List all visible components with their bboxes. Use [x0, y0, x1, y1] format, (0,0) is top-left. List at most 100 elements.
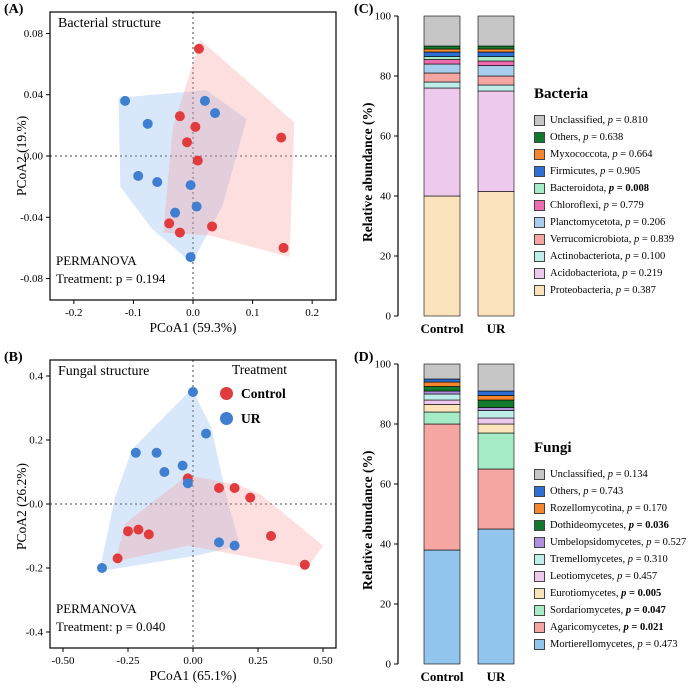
point-control	[266, 531, 276, 541]
legend-swatch-icon	[534, 251, 545, 262]
bar-segment-eurotiomycetes	[423, 404, 461, 413]
legend-label: Dothideomycetes, p = 0.036	[550, 520, 669, 531]
legend-swatch-icon	[534, 503, 545, 514]
y-tick-label: 0.4	[29, 371, 43, 383]
treatment-control-label: Control	[241, 385, 286, 401]
bar-segment-sordariomycetes	[477, 432, 515, 470]
point-control	[174, 111, 185, 122]
legend-swatch-icon	[534, 166, 545, 177]
bar-segment-firmicutes	[477, 51, 515, 57]
y-tick-label: 0	[386, 311, 392, 323]
y-tick-label: 80	[380, 71, 392, 83]
legend-swatch-icon	[534, 217, 545, 228]
point-ur	[130, 447, 141, 458]
bar-segment-bacteroidota	[423, 56, 461, 60]
bar-segment-mortierellomycetes	[477, 528, 515, 665]
point-control	[299, 559, 310, 570]
hull-control	[163, 39, 295, 258]
legend-label: Mortierellomycetes, p = 0.473	[550, 639, 678, 650]
panel-d-plot: 0 20 40 60 80 100 Control UR	[375, 359, 515, 684]
bar-segment-leotiomycetes	[423, 399, 461, 405]
bar-segment-dothideomycetes	[423, 386, 461, 392]
legend-label: Rozellomycotina, p = 0.170	[550, 503, 668, 514]
y-tick-label: -0.04	[20, 212, 43, 224]
legend-item: Leotiomycetes, p = 0.457	[534, 568, 698, 585]
legend-item: Proteobacteria, p = 0.387	[534, 282, 698, 299]
y-tick-label: 60	[380, 131, 392, 143]
bar-segment-verrucomicrobiota	[423, 72, 461, 83]
bar-segment-others	[423, 45, 461, 50]
legend-swatch-icon	[534, 588, 545, 599]
point-control	[143, 529, 154, 540]
legend-label: Chloroflexi, p = 0.779	[550, 200, 644, 211]
treatment-legend-item-ur: UR	[220, 406, 287, 431]
y-tick-label: 0.04	[24, 89, 44, 101]
panel-c-yaxis-label: Relative abundance (%)	[360, 102, 375, 243]
legend-label: Verrucomicrobiota, p = 0.839	[550, 234, 675, 245]
treatment-legend-item-control: Control	[220, 381, 287, 406]
bar-segment-agaricomycetes	[477, 468, 515, 530]
panel-d-tag: (D)	[354, 350, 374, 365]
bacteria-legend: Bacteria Unclassified, p = 0.810 Others, …	[534, 86, 698, 299]
legend-item: Planctomycetota, p = 0.206	[534, 214, 698, 231]
permanova-value: Treatment: p = 0.194	[56, 271, 166, 287]
panel-a-xaxis-label: PCoA1 (59.3%)	[149, 320, 237, 335]
legend-swatch-icon	[534, 537, 545, 548]
point-ur	[191, 201, 202, 212]
point-ur	[214, 537, 224, 548]
y-tick-label: 0.08	[24, 28, 44, 40]
legend-swatch-icon	[534, 132, 545, 143]
x-tick-label: 0.0	[186, 307, 200, 319]
legend-swatch-icon	[534, 200, 545, 211]
bar-segment-unclassified	[477, 15, 515, 47]
fungi-legend-items: Unclassified, p = 0.134 Others, p = 0.743…	[534, 466, 698, 653]
point-control	[182, 137, 193, 148]
point-ur	[177, 460, 188, 471]
x-tick-label: 0.25	[248, 655, 268, 667]
x-tick-label: -0.50	[52, 655, 75, 667]
panel-d-yaxis-label: Relative abundance (%)	[360, 450, 375, 591]
permanova-label: PERMANOVA	[56, 253, 137, 268]
point-control	[276, 132, 287, 143]
y-tick-label: 0.00	[24, 151, 44, 163]
y-tick-label: 40	[380, 539, 392, 551]
point-control	[214, 483, 224, 493]
legend-item: Chloroflexi, p = 0.779	[534, 197, 698, 214]
point-ur	[151, 447, 162, 458]
permanova-value: Treatment: p = 0.040	[56, 619, 166, 635]
legend-label: Leotiomycetes, p = 0.457	[550, 571, 658, 582]
panel-a-plot: -0.2 -0.1 0.0 0.1 0.2 -0.08 -0.04 0.00 0.04 0.08	[20, 11, 337, 319]
bar-segment-chloroflexi	[477, 60, 515, 66]
point-ur	[97, 563, 107, 573]
panel-b-plot: -0.50 -0.25 0.00 0.25 0.50 -0.4 -0.2 0.0 0.2 0.4	[26, 359, 337, 667]
x-tick-label: 0.50	[313, 655, 333, 667]
point-ur	[210, 108, 221, 119]
panel-b-tag: (B)	[4, 350, 23, 365]
bar-segment-tremellomycetes	[423, 393, 461, 401]
bar-segment-verrucomicrobiota	[477, 75, 515, 86]
legend-swatch-icon	[534, 622, 545, 633]
legend-label: Agaricomycetes, p = 0.021	[550, 622, 664, 633]
legend-item: Unclassified, p = 0.810	[534, 112, 698, 129]
bar-segment-others	[477, 45, 515, 50]
point-ur	[170, 207, 181, 218]
bar-segment-firmicutes	[423, 51, 461, 57]
x-tick-label: -0.2	[65, 307, 82, 319]
point-control	[164, 218, 175, 229]
legend-label: Others, p = 0.743	[550, 486, 624, 497]
legend-item: Bacteroidota, p = 0.008	[534, 180, 698, 197]
legend-label: Actinobacteriota, p = 0.100	[550, 251, 666, 262]
panel-c: 0 20 40 60 80 100 Control UR (C) Relative abund…	[350, 0, 700, 347]
legend-label: Others, p = 0.638	[550, 132, 624, 143]
bacteria-legend-title: Bacteria	[534, 86, 589, 102]
legend-swatch-icon	[534, 486, 545, 497]
hull-ur	[118, 90, 247, 264]
legend-item: Unclassified, p = 0.134	[534, 466, 698, 483]
point-control	[190, 121, 201, 132]
panel-d: 0 20 40 60 80 100 Control UR (D) Relative abund…	[350, 348, 700, 695]
legend-label: Acidobacteriota, p = 0.219	[550, 268, 663, 279]
bar-segment-planctomycetota	[423, 63, 461, 74]
bar-segment-others	[477, 390, 515, 396]
panel-b-yaxis-label: PCoA2 (26.2%)	[14, 463, 29, 550]
